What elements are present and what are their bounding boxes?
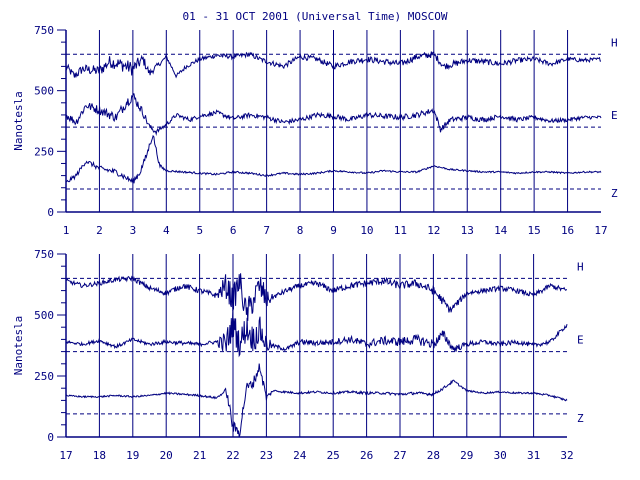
x-tick-label: 16 [561,224,574,237]
y-tick-label: 250 [34,370,54,383]
series-line-z [65,363,568,438]
x-tick-label: 10 [360,224,373,237]
y-tick-label: 250 [34,145,54,158]
series-line-h [65,273,567,321]
x-tick-label: 9 [330,224,337,237]
x-tick-label: 14 [494,224,508,237]
x-tick-label: 6 [230,224,237,237]
x-tick-label: 30 [494,449,507,462]
x-tick-label: 22 [226,449,239,462]
series-line-z [65,134,602,184]
y-tick-label: 750 [34,24,54,37]
y-tick-label: 750 [34,248,54,261]
x-tick-label: 29 [460,449,473,462]
x-tick-label: 32 [560,449,573,462]
x-tick-label: 5 [196,224,203,237]
y-tick-label: 0 [47,206,54,219]
series-label-z: Z [577,412,584,425]
x-tick-label: 23 [260,449,273,462]
series-label-h: H [611,36,618,49]
y-tick-label: 500 [34,85,54,98]
x-tick-label: 24 [293,449,307,462]
x-tick-label: 3 [130,224,137,237]
y-tick-label: 0 [47,431,54,444]
series-line-e [65,93,602,136]
x-tick-label: 7 [263,224,270,237]
x-tick-label: 1 [63,224,70,237]
y-tick-label: 500 [34,309,54,322]
x-tick-label: 25 [327,449,340,462]
x-tick-label: 18 [93,449,106,462]
chart-title: 01 - 31 OCT 2001 (Universal Time) MOSCOW [183,10,448,23]
x-tick-label: 27 [393,449,406,462]
x-tick-label: 26 [360,449,373,462]
series-label-z: Z [611,187,618,200]
series-line-e [65,310,568,358]
x-tick-label: 20 [160,449,173,462]
x-tick-label: 4 [163,224,170,237]
x-tick-label: 15 [528,224,541,237]
series-label-e: E [577,334,584,347]
x-tick-label: 28 [427,449,440,462]
y-axis-label: Nanotesla [12,91,25,151]
x-tick-label: 12 [427,224,440,237]
series-line-h [65,51,601,79]
x-tick-label: 17 [594,224,607,237]
x-tick-label: 31 [527,449,540,462]
x-tick-label: 13 [461,224,474,237]
x-tick-label: 11 [394,224,407,237]
x-tick-label: 19 [126,449,139,462]
x-tick-label: 8 [297,224,304,237]
chart-panel-2: 17 18 19 20 21 22 23 24 25 26 27 28 29 30 31 32 0 250 500 7… [12,248,584,462]
x-tick-label: 21 [193,449,206,462]
y-axis-label: Nanotesla [12,316,25,376]
series-label-e: E [611,109,618,122]
x-tick-label: 2 [96,224,103,237]
chart-panel-1: 1 2 3 4 5 6 7 8 9 10 11 12 13 14 15 16 170250500750Nanot… [12,24,618,237]
series-label-h: H [577,260,584,273]
x-tick-label: 17 [59,449,72,462]
